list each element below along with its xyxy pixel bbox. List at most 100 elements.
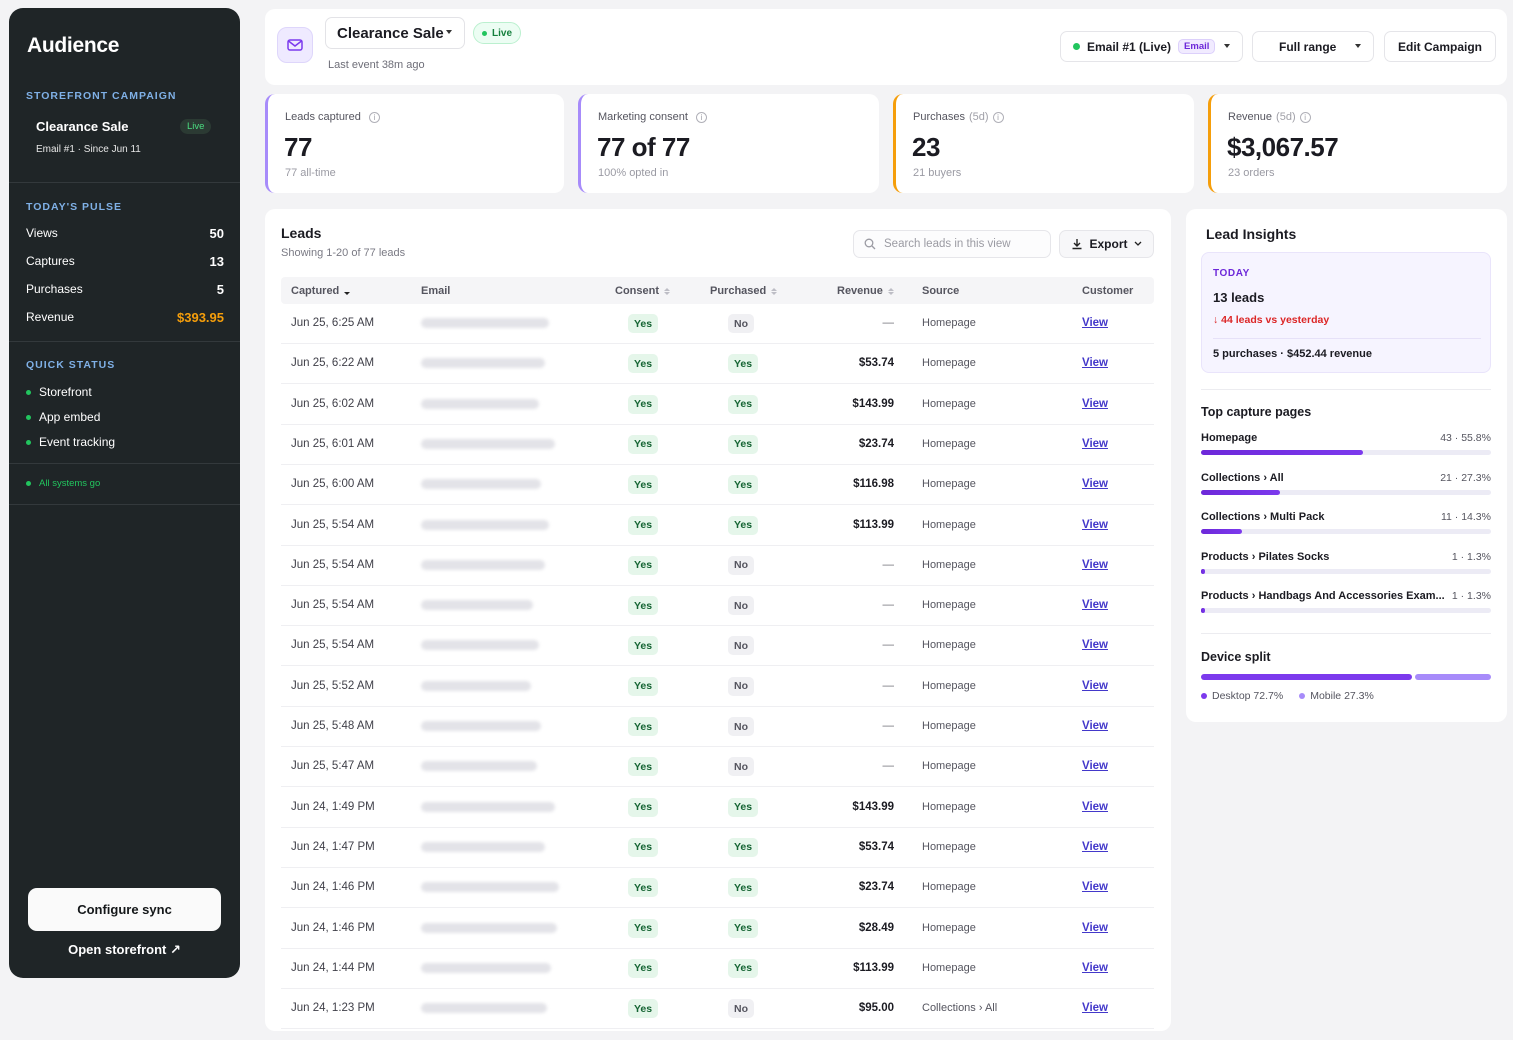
view-customer-link[interactable]: View — [1082, 840, 1108, 853]
campaign-header: Clearance Sale Live Last event 38m ago E… — [265, 9, 1507, 85]
revenue-cell: $53.74 — [858, 357, 894, 370]
table-row: Jun 25, 5:48 AM Yes No — Homepage View — [281, 707, 1154, 747]
export-button[interactable]: Export — [1059, 230, 1154, 258]
search-input[interactable]: Search leads in this view — [853, 230, 1051, 258]
email-cell-redacted — [421, 559, 545, 570]
edit-campaign-button[interactable]: Edit Campaign — [1384, 31, 1496, 62]
source-cell: Homepage — [922, 397, 976, 410]
consent-badge: Yes — [628, 717, 659, 736]
status-dot-icon — [26, 481, 31, 486]
view-customer-link[interactable]: View — [1082, 921, 1108, 934]
table-row: Jun 25, 6:01 AM Yes Yes $23.74 Homepage View — [281, 425, 1154, 465]
consent-badge: Yes — [628, 354, 659, 374]
view-customer-link[interactable]: View — [1082, 961, 1108, 974]
revenue-cell: $28.49 — [858, 921, 894, 934]
page-name: Homepage — [1201, 432, 1258, 444]
info-icon[interactable]: i — [992, 111, 1004, 123]
lead-insights-card: Lead Insights TODAY 13 leads ↓ 44 leads … — [1186, 209, 1507, 722]
col-captured[interactable]: Captured — [291, 285, 351, 297]
captured-cell: Jun 25, 5:54 AM — [291, 518, 375, 531]
view-customer-link[interactable]: View — [1082, 881, 1108, 894]
view-customer-link[interactable]: View — [1082, 639, 1108, 652]
table-row: Jun 25, 5:54 AM Yes No — Homepage View — [281, 586, 1154, 627]
consent-badge: Yes — [628, 314, 659, 333]
view-customer-link[interactable]: View — [1082, 760, 1108, 773]
table-row: Jun 25, 6:22 AM Yes Yes $53.74 Homepage View — [281, 344, 1154, 385]
source-cell: Homepage — [922, 720, 976, 732]
revenue-cell: — — [882, 679, 895, 692]
chevron-down-icon — [1224, 44, 1230, 48]
consent-badge: Yes — [628, 676, 659, 696]
divider — [1201, 633, 1491, 634]
page-progress-track — [1201, 489, 1491, 495]
email-cell-redacted — [421, 1003, 547, 1014]
col-revenue[interactable]: Revenue — [837, 285, 894, 297]
captured-cell: Jun 25, 5:52 AM — [291, 679, 375, 692]
view-customer-link[interactable]: View — [1082, 679, 1108, 692]
legend-desktop: Desktop 72.7% — [1201, 690, 1283, 702]
table-row: Jun 25, 5:47 AM Yes No — Homepage View — [281, 747, 1154, 788]
campaign-select[interactable]: Clearance Sale — [325, 17, 465, 49]
info-icon[interactable]: i — [368, 111, 380, 123]
captured-cell: Jun 25, 6:01 AM — [291, 437, 375, 450]
email-cell-redacted — [421, 761, 537, 772]
email-cell-redacted — [421, 640, 539, 651]
top-pages-title: Top capture pages — [1201, 405, 1312, 419]
today-label: TODAY — [1213, 268, 1250, 279]
col-purchased[interactable]: Purchased — [710, 285, 778, 297]
consent-badge: Yes — [628, 878, 659, 898]
legend-dot-icon — [1299, 693, 1306, 699]
email-select[interactable]: Email #1 (Live) Email — [1060, 31, 1243, 62]
consent-badge: Yes — [628, 596, 659, 616]
info-icon[interactable]: i — [1299, 111, 1311, 123]
view-customer-link[interactable]: View — [1082, 518, 1108, 531]
pulse-purchases: Purchases 5 — [26, 282, 224, 297]
open-storefront-link[interactable]: Open storefront ↗ — [68, 942, 181, 957]
configure-sync-button[interactable]: Configure sync — [28, 888, 221, 931]
sidebar: Audience STOREFRONT CAMPAIGN Clearance S… — [9, 8, 240, 978]
page-name: Products › Pilates Socks — [1201, 550, 1330, 563]
view-customer-link[interactable]: View — [1082, 720, 1108, 732]
revenue-cell: — — [882, 639, 895, 652]
metric-foot: 23 orders — [1228, 167, 1275, 179]
source-cell: Homepage — [922, 679, 976, 692]
col-consent[interactable]: Consent — [615, 285, 670, 297]
consent-badge: Yes — [628, 958, 659, 978]
search-icon — [864, 238, 876, 250]
sort-icon — [887, 287, 894, 295]
consent-badge: Yes — [628, 837, 659, 857]
page-stat: 1 · 1.3% — [1451, 590, 1491, 603]
consent-badge: Yes — [628, 757, 659, 777]
captured-cell: Jun 25, 6:25 AM — [291, 317, 375, 329]
view-customer-link[interactable]: View — [1082, 1002, 1108, 1015]
page-progress-fill — [1201, 568, 1205, 574]
view-customer-link[interactable]: View — [1082, 599, 1108, 612]
legend-dot-icon — [1201, 693, 1207, 699]
source-cell: Homepage — [922, 478, 976, 491]
table-row: Jun 24, 1:47 PM Yes Yes $53.74 Homepage View — [281, 828, 1154, 868]
page-stat: 11 · 14.3% — [1440, 511, 1491, 524]
page-progress-track — [1201, 529, 1491, 535]
purchased-badge: Yes — [728, 837, 759, 857]
revenue-cell: — — [882, 599, 895, 612]
legend-mobile: Mobile 27.3% — [1299, 690, 1374, 702]
divider — [1201, 389, 1491, 390]
leads-subtitle: Showing 1-20 of 77 leads — [281, 247, 406, 259]
status-dot-icon — [26, 439, 31, 445]
view-customer-link[interactable]: View — [1082, 800, 1108, 813]
email-cell-redacted — [421, 922, 557, 933]
view-customer-link[interactable]: View — [1082, 397, 1108, 410]
info-icon[interactable]: i — [695, 111, 707, 123]
metric-foot: 100% opted in — [598, 167, 669, 179]
view-customer-link[interactable]: View — [1082, 437, 1108, 450]
view-customer-link[interactable]: View — [1082, 478, 1108, 491]
page-name: Collections › Multi Pack — [1201, 511, 1325, 524]
page-progress-fill — [1201, 608, 1205, 614]
page-progress-fill — [1201, 450, 1363, 455]
table-row: Jun 25, 5:54 AM Yes Yes $113.99 Homepage View — [281, 506, 1154, 546]
view-customer-link[interactable]: View — [1082, 558, 1108, 571]
consent-badge: Yes — [628, 999, 659, 1019]
view-customer-link[interactable]: View — [1082, 357, 1108, 370]
view-customer-link[interactable]: View — [1082, 317, 1108, 329]
range-select[interactable]: Full range — [1252, 31, 1374, 62]
